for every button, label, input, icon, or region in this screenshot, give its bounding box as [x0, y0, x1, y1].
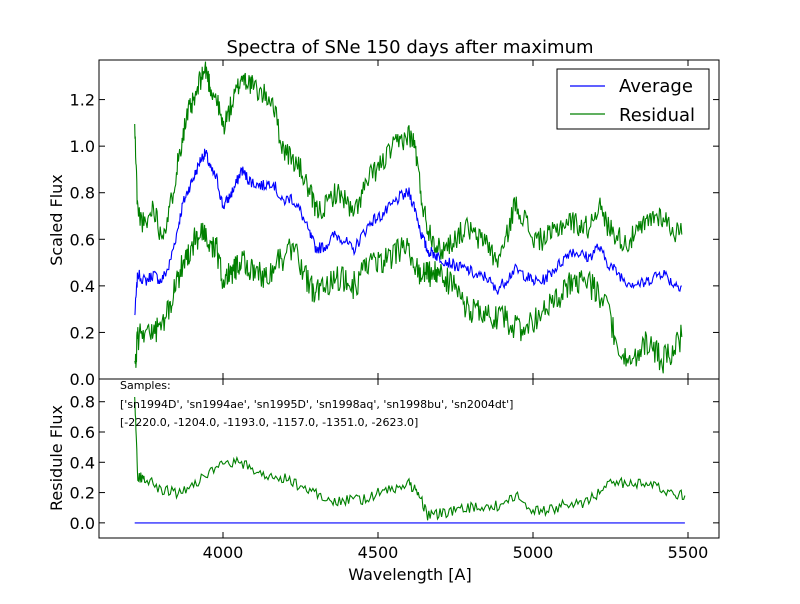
top-chart-title: Spectra of SNe 150 days after maximum	[226, 37, 593, 58]
top-y-tick-label: 0.4	[70, 277, 95, 296]
x-tick-label: 5500	[668, 543, 709, 562]
x-tick-label: 4000	[203, 543, 244, 562]
bottom-series-layer	[134, 396, 686, 524]
bottom-y-tick-label: 0.6	[70, 423, 95, 442]
top-panel: Spectra of SNe 150 days after maximum Sc…	[47, 37, 720, 389]
bottom-y-tick-label: 0.8	[70, 393, 95, 412]
top-y-tick-label: 0.0	[70, 370, 95, 389]
series-line-average	[134, 148, 682, 316]
x-tick-label: 4500	[358, 543, 399, 562]
top-y-tick-label: 0.2	[70, 323, 95, 342]
series-line-residual-upper	[134, 61, 683, 268]
bottom-ticks-layer: 0.0 0.2 0.4 0.6 0.8 4000 4500 5000 5500	[70, 379, 719, 562]
series-line-residue	[134, 396, 686, 521]
series-line-residual-lower	[134, 222, 683, 374]
x-tick-label: 5000	[513, 543, 554, 562]
annotation-samples-heading: Samples:	[120, 379, 171, 392]
bottom-y-tick-label: 0.0	[70, 514, 95, 533]
top-y-tick-label: 1.2	[70, 91, 95, 110]
legend-box	[556, 68, 710, 130]
bottom-y-tick-label: 0.4	[70, 453, 95, 472]
x-axis-label: Wavelength [A]	[348, 565, 471, 584]
top-y-tick-label: 0.8	[70, 184, 95, 203]
bottom-plot-frame	[98, 378, 720, 539]
annotation-sample-names: ['sn1994D', 'sn1994ae', 'sn1995D', 'sn19…	[120, 398, 513, 411]
annotation-sample-values: [-2220.0, -1204.0, -1193.0, -1157.0, -13…	[120, 416, 418, 429]
bottom-y-axis-label: Residule Flux	[47, 405, 66, 511]
top-y-axis-label: Scaled Flux	[47, 174, 66, 266]
legend-label-average: Average	[619, 76, 693, 97]
legend-label-residual: Residual	[619, 105, 695, 126]
legend: Average Residual	[556, 68, 710, 130]
top-y-tick-label: 0.6	[70, 230, 95, 249]
top-ticks-layer: 0.0 0.2 0.4 0.6 0.8 1.0 1.2	[70, 60, 719, 389]
bottom-y-tick-label: 0.2	[70, 484, 95, 503]
top-series-layer	[134, 61, 683, 374]
top-y-tick-label: 1.0	[70, 137, 95, 156]
bottom-panel: Residule Flux Wavelength [A] 0.00.20.40.…	[47, 378, 720, 584]
